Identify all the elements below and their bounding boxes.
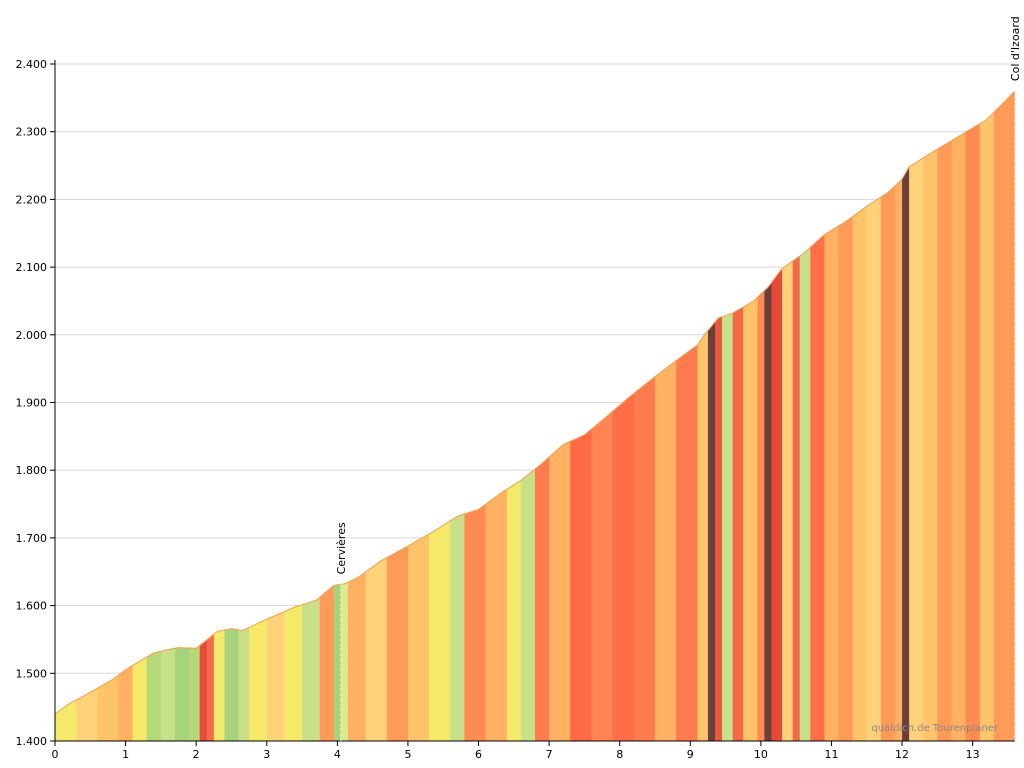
x-tick-label: 8	[616, 748, 623, 761]
y-tick-label: 2.100	[16, 261, 48, 274]
waypoint-annotations: Cervières Col d'Izoard	[335, 16, 1022, 741]
gradient-band	[160, 91, 176, 741]
y-tick-label: 1.800	[16, 464, 48, 477]
gradient-band	[132, 91, 148, 741]
gradient-band	[549, 91, 571, 741]
gradient-band	[340, 91, 349, 741]
gradient-band	[707, 91, 716, 741]
gradient-band	[266, 91, 285, 741]
gradient-band	[715, 91, 723, 741]
y-tick-label: 1.500	[16, 667, 48, 680]
x-tick-label: 3	[263, 748, 270, 761]
gradient-band	[722, 91, 734, 741]
gradient-band	[757, 91, 765, 741]
gradient-band	[189, 91, 201, 741]
gradient-band	[923, 91, 938, 741]
watermark-text: quäldich.de Tourenplaner	[871, 723, 998, 734]
gradient-band	[902, 91, 910, 741]
gradient-band	[520, 91, 536, 741]
y-tick-label: 1.400	[16, 735, 48, 748]
gradient-band	[175, 91, 190, 741]
gradient-band	[249, 91, 268, 741]
gradient-band	[506, 91, 522, 741]
gradient-band	[782, 91, 794, 741]
y-tick-label: 2.000	[16, 329, 48, 342]
gradient-band	[676, 91, 698, 741]
gradient-band	[97, 91, 119, 741]
x-tick-label: 0	[52, 748, 59, 761]
x-tick-label: 2	[193, 748, 200, 761]
gradient-band	[743, 91, 758, 741]
gradient-band	[824, 91, 839, 741]
gradient-bands	[55, 91, 1015, 741]
gradient-band	[333, 91, 342, 741]
gradient-band	[319, 91, 335, 741]
gradient-band	[909, 91, 924, 741]
x-tick-label: 6	[475, 748, 482, 761]
x-tick-label: 10	[754, 748, 768, 761]
gradient-band	[146, 91, 162, 741]
gradient-band	[450, 91, 465, 741]
gradient-band	[429, 91, 451, 741]
grid-lines	[55, 63, 1015, 674]
gradient-band	[535, 91, 550, 741]
axes: 1.400 1.500 1.600 1.700 1.800 1.900 2.000 2.100…	[16, 58, 1015, 761]
gradient-band	[732, 91, 744, 741]
gradient-band	[937, 91, 952, 741]
gradient-band	[771, 91, 783, 741]
gradient-band	[213, 91, 225, 741]
x-tick-label: 7	[546, 748, 553, 761]
gradient-band	[199, 91, 208, 741]
gradient-band	[799, 91, 811, 741]
elevation-profile-line	[54, 90, 1016, 715]
gradient-band	[302, 91, 321, 741]
gradient-band	[633, 91, 656, 741]
gradient-band	[838, 91, 854, 741]
x-tick-label: 9	[687, 748, 694, 761]
gradient-band	[792, 91, 801, 741]
x-tick-label: 4	[334, 748, 341, 761]
x-tick-label: 1	[122, 748, 129, 761]
gradient-band	[591, 91, 614, 741]
y-tick-label: 2.400	[16, 58, 48, 71]
gradient-band	[764, 91, 772, 741]
gradient-band	[810, 91, 825, 741]
x-tick-label: 5	[404, 748, 411, 761]
gradient-band	[407, 91, 430, 741]
annotation-label: Col d'Izoard	[1009, 16, 1022, 81]
gradient-band	[365, 91, 388, 741]
gradient-band	[979, 91, 995, 741]
gradient-band	[866, 91, 882, 741]
x-tick-label: 13	[966, 748, 980, 761]
gradient-band	[951, 91, 966, 741]
y-tick-label: 2.200	[16, 193, 48, 206]
gradient-band	[76, 91, 98, 741]
gradient-band	[852, 91, 868, 741]
y-tick-label: 2.300	[16, 126, 48, 139]
x-tick-label: 12	[895, 748, 909, 761]
y-tick-label: 1.600	[16, 600, 48, 613]
gradient-band	[965, 91, 981, 741]
annotation-label: Cervières	[335, 522, 348, 574]
gradient-band	[697, 91, 709, 741]
gradient-band	[464, 91, 486, 741]
gradient-band	[284, 91, 303, 741]
gradient-band	[238, 91, 250, 741]
gradient-band	[570, 91, 592, 741]
gradient-band	[655, 91, 677, 741]
x-tick-label: 11	[824, 748, 838, 761]
gradient-band	[612, 91, 635, 741]
y-tick-label: 1.700	[16, 532, 48, 545]
y-tick-label: 1.900	[16, 397, 48, 410]
gradient-band	[347, 91, 366, 741]
gradient-band	[895, 91, 903, 741]
gradient-band	[880, 91, 896, 741]
gradient-band	[224, 91, 239, 741]
gradient-band	[993, 91, 1015, 741]
gradient-band	[386, 91, 409, 741]
gradient-band	[118, 91, 134, 741]
gradient-band	[485, 91, 508, 741]
gradient-band	[55, 91, 77, 741]
